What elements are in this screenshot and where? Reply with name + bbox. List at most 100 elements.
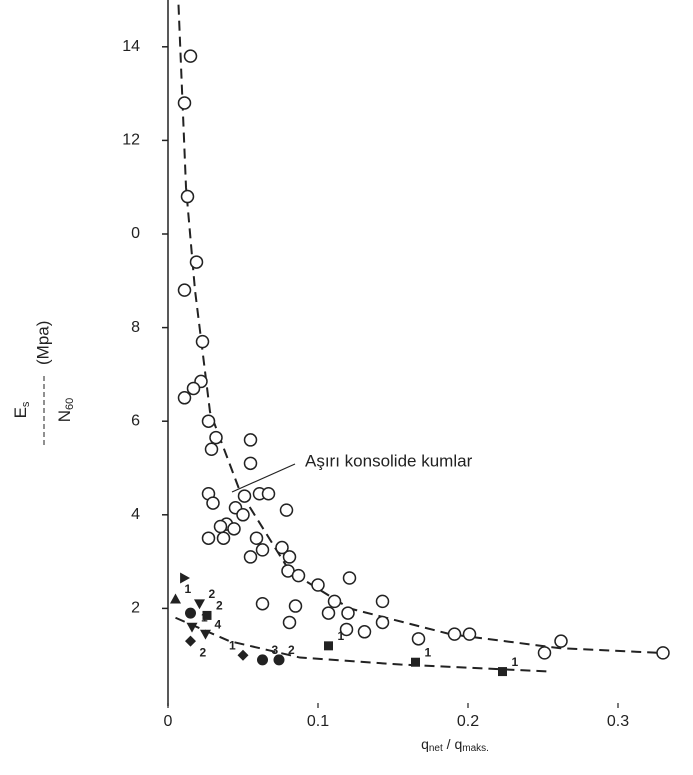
marker — [200, 629, 211, 640]
y-label-part: N — [55, 410, 74, 422]
data-point — [311, 578, 325, 592]
data-point — [447, 627, 462, 641]
data-point — [177, 283, 192, 297]
data-point — [656, 646, 670, 660]
y-tick-label: 8 — [131, 319, 140, 336]
marker-label: 2 — [209, 587, 216, 601]
marker — [498, 667, 507, 677]
data-point — [291, 568, 306, 583]
y-label-unit: (Mpa) — [33, 321, 52, 365]
y-label-part: s — [20, 401, 32, 407]
marker-label: 4 — [215, 617, 222, 631]
data-point — [243, 550, 258, 564]
data-point — [275, 540, 289, 555]
marker-label: 2 — [216, 599, 223, 613]
marker-label: 1 — [229, 638, 236, 652]
data-point — [227, 522, 241, 536]
data-point — [243, 456, 258, 471]
y-label-numerator: Es — [11, 401, 31, 418]
data-point — [201, 414, 216, 428]
y-tick-label: 4 — [131, 506, 140, 523]
data-point — [282, 550, 297, 564]
y-tick-label: 2 — [131, 600, 140, 617]
data-point — [189, 255, 204, 269]
x-axis-label: qnet / qmaks. — [421, 736, 489, 754]
data-point — [255, 543, 270, 557]
data-point — [279, 503, 294, 517]
marker — [273, 654, 285, 666]
marker — [257, 654, 268, 666]
marker-label: 3 — [272, 643, 279, 657]
data-point — [339, 622, 354, 637]
y-tick-label: 0 — [131, 225, 140, 242]
x-tick-label: 0.1 — [307, 713, 329, 730]
marker — [185, 607, 196, 619]
marker — [180, 572, 190, 584]
data-point — [201, 531, 216, 545]
data-point — [183, 49, 198, 63]
data-point — [255, 596, 270, 611]
marker-label: 2 — [288, 643, 295, 657]
data-point — [321, 606, 336, 620]
marker — [185, 635, 196, 647]
data-point — [537, 646, 552, 660]
data-point — [177, 96, 192, 110]
marker-label: 2 — [200, 645, 207, 659]
y-label-part: E — [11, 407, 30, 418]
y-label-part: 60 — [64, 398, 76, 410]
data-point — [243, 433, 258, 447]
marker — [194, 599, 205, 610]
data-point — [206, 496, 220, 510]
marker-label: 1 — [512, 655, 519, 669]
annotation-leader — [231, 463, 296, 493]
marker-label: 1 — [338, 629, 345, 643]
marker-label: 1 — [185, 582, 192, 596]
data-point — [204, 442, 219, 457]
data-point — [375, 594, 390, 609]
marker — [202, 610, 212, 620]
data-point — [209, 430, 223, 445]
data-point — [195, 334, 210, 349]
x-tick-label: 0.2 — [457, 713, 479, 730]
data-point — [249, 531, 264, 545]
trend-curve — [177, 4, 661, 654]
data-point — [186, 381, 201, 396]
data-point — [216, 531, 231, 545]
data-point — [411, 632, 426, 646]
data-point — [282, 615, 297, 630]
annotation: Aşırı konsolide kumlar — [305, 451, 473, 470]
y-tick-label: 6 — [131, 412, 140, 429]
data-point — [237, 489, 252, 503]
data-point — [554, 634, 568, 648]
y-tick-label: 12 — [122, 132, 140, 149]
data-point — [357, 625, 372, 639]
data-point — [180, 189, 195, 204]
y-label-denominator: N60 — [55, 398, 75, 423]
x-label-part: maks. — [462, 743, 489, 754]
x-label-part: net — [429, 743, 443, 754]
marker — [186, 622, 198, 633]
data-point — [462, 627, 477, 641]
data-point — [236, 508, 250, 522]
marker — [170, 593, 181, 604]
marker — [324, 641, 333, 651]
y-tick-label: 14 — [122, 38, 140, 55]
x-tick-label: 0.3 — [607, 713, 629, 730]
marker-label: 1 — [425, 645, 432, 659]
data-point — [177, 391, 192, 405]
data-point — [288, 599, 303, 613]
data-point — [375, 615, 390, 630]
marker — [411, 657, 420, 667]
data-point — [341, 606, 355, 620]
trend-curve — [175, 616, 551, 673]
data-point — [261, 486, 276, 501]
x-label-part: q — [421, 736, 429, 752]
data-point — [342, 571, 357, 585]
y-axis-label: Es (Mpa) N60 — [11, 321, 76, 445]
x-tick-label: 0 — [164, 713, 173, 730]
data-point — [327, 594, 342, 609]
data-point — [213, 519, 228, 534]
marker — [237, 649, 249, 661]
x-label-part: / q — [443, 736, 462, 752]
